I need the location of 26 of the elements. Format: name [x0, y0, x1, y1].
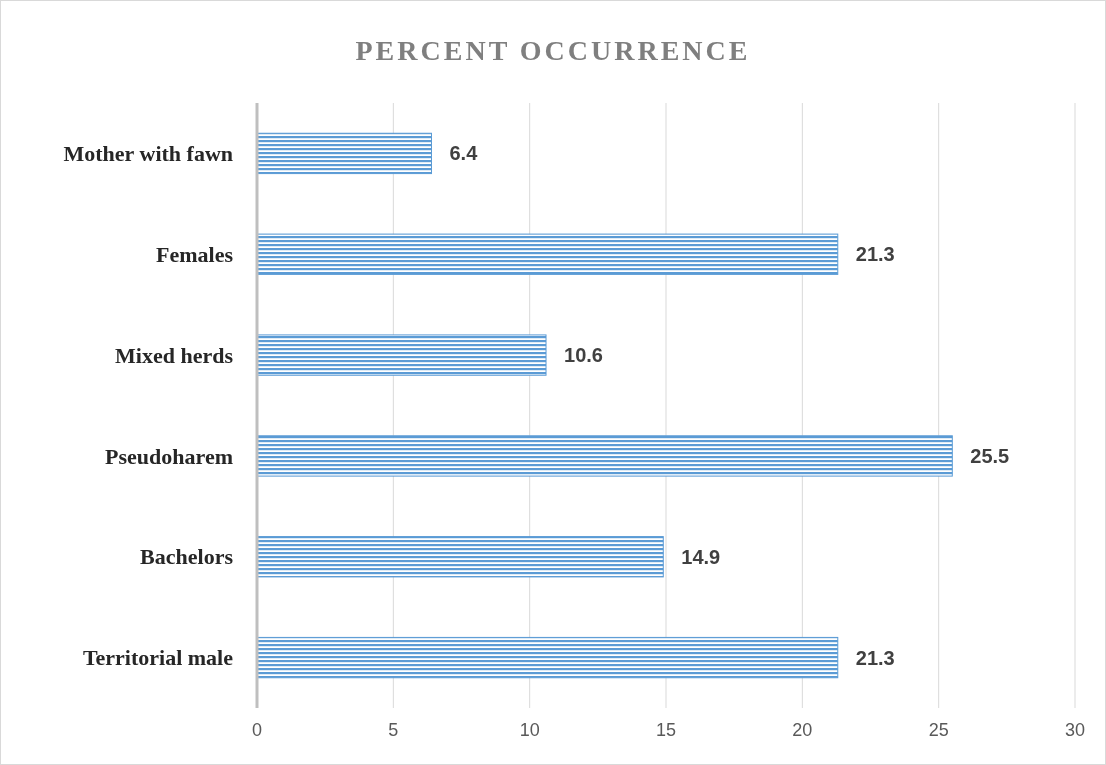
y-tick-label: Pseudoharem — [105, 443, 233, 469]
data-label: 6.4 — [449, 142, 479, 165]
x-tick-label: 30 — [1064, 720, 1086, 740]
bar — [256, 636, 839, 679]
chart-title: PERCENT OCCURRENCE — [355, 35, 751, 66]
y-tick-label: Bachelors — [140, 544, 234, 570]
y-tick-label: Territorial male — [82, 645, 234, 671]
y-tick-label: Mixed herds — [115, 342, 234, 368]
data-label: 21.3 — [855, 243, 895, 266]
data-label: 14.9 — [681, 545, 721, 568]
data-label: 10.6 — [564, 344, 603, 367]
y-tick-label: Females — [156, 241, 234, 267]
y-tick-label: Mother with fawn — [63, 141, 233, 167]
bar — [256, 132, 433, 175]
bar — [256, 233, 839, 275]
x-tick-label: 10 — [519, 720, 540, 740]
data-label: 25.5 — [970, 444, 1010, 467]
x-tick-label: 0 — [251, 720, 263, 740]
x-tick-label: 25 — [928, 720, 949, 740]
bar — [256, 334, 547, 376]
bar — [256, 435, 953, 477]
data-label: 21.3 — [855, 646, 895, 669]
x-tick-label: 20 — [792, 720, 813, 740]
bar — [256, 536, 664, 578]
x-tick-label: 15 — [655, 720, 677, 740]
x-tick-label: 5 — [388, 720, 399, 740]
